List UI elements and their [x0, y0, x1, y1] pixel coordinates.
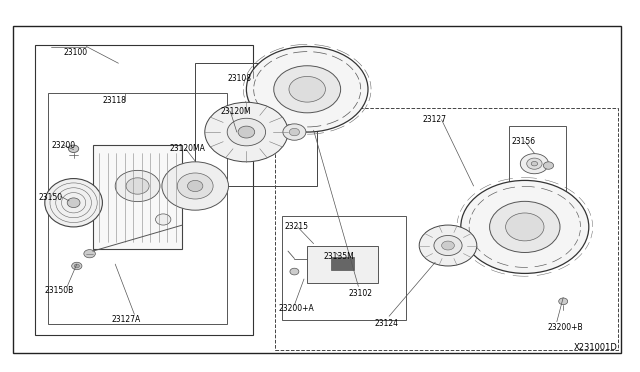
Ellipse shape: [289, 77, 326, 102]
Ellipse shape: [45, 179, 102, 227]
Ellipse shape: [434, 235, 462, 256]
Text: 23200+A: 23200+A: [278, 304, 314, 313]
Text: 23215: 23215: [285, 222, 309, 231]
Text: 23100: 23100: [64, 48, 88, 57]
Text: 23124: 23124: [374, 319, 398, 328]
Bar: [275, 108, 618, 350]
Ellipse shape: [227, 118, 266, 146]
Ellipse shape: [559, 298, 568, 305]
Text: 23200: 23200: [51, 141, 76, 150]
Ellipse shape: [74, 264, 79, 268]
Ellipse shape: [72, 262, 82, 270]
Ellipse shape: [506, 213, 544, 241]
Text: 23118: 23118: [102, 96, 126, 105]
Ellipse shape: [543, 162, 554, 169]
Ellipse shape: [67, 198, 80, 208]
Ellipse shape: [246, 46, 368, 132]
Bar: [307, 246, 378, 283]
Text: 23120MA: 23120MA: [170, 144, 205, 153]
Text: X231001D: X231001D: [573, 343, 618, 352]
Ellipse shape: [527, 158, 542, 169]
Text: 23127A: 23127A: [112, 315, 141, 324]
Text: 23150: 23150: [38, 193, 63, 202]
Bar: [282, 216, 406, 320]
Ellipse shape: [274, 66, 340, 113]
Text: 23127: 23127: [422, 115, 447, 124]
Ellipse shape: [115, 170, 160, 202]
Bar: [48, 93, 227, 324]
Text: 23120M: 23120M: [221, 107, 252, 116]
Ellipse shape: [162, 162, 228, 210]
Bar: [93, 145, 182, 249]
Ellipse shape: [461, 180, 589, 273]
Bar: [35, 45, 253, 335]
Ellipse shape: [238, 126, 255, 138]
Text: 23200+B: 23200+B: [547, 323, 583, 332]
Bar: [509, 126, 566, 201]
Ellipse shape: [188, 180, 203, 192]
Bar: [331, 257, 354, 270]
Text: 23135M: 23135M: [323, 252, 354, 261]
Text: 23108: 23108: [227, 74, 251, 83]
Text: 23150B: 23150B: [45, 286, 74, 295]
Ellipse shape: [419, 225, 477, 266]
Ellipse shape: [68, 145, 79, 153]
Ellipse shape: [205, 102, 288, 162]
Ellipse shape: [126, 178, 149, 194]
Ellipse shape: [490, 201, 560, 253]
Ellipse shape: [156, 214, 171, 225]
Ellipse shape: [520, 154, 548, 174]
Bar: [13, 26, 621, 353]
Text: 23102: 23102: [349, 289, 372, 298]
Ellipse shape: [283, 124, 306, 140]
Ellipse shape: [531, 161, 538, 166]
Ellipse shape: [290, 268, 299, 275]
Ellipse shape: [289, 128, 300, 136]
Ellipse shape: [84, 250, 95, 258]
Text: 23156: 23156: [512, 137, 536, 146]
Ellipse shape: [442, 241, 454, 250]
Ellipse shape: [177, 173, 213, 199]
Bar: [195, 63, 317, 186]
